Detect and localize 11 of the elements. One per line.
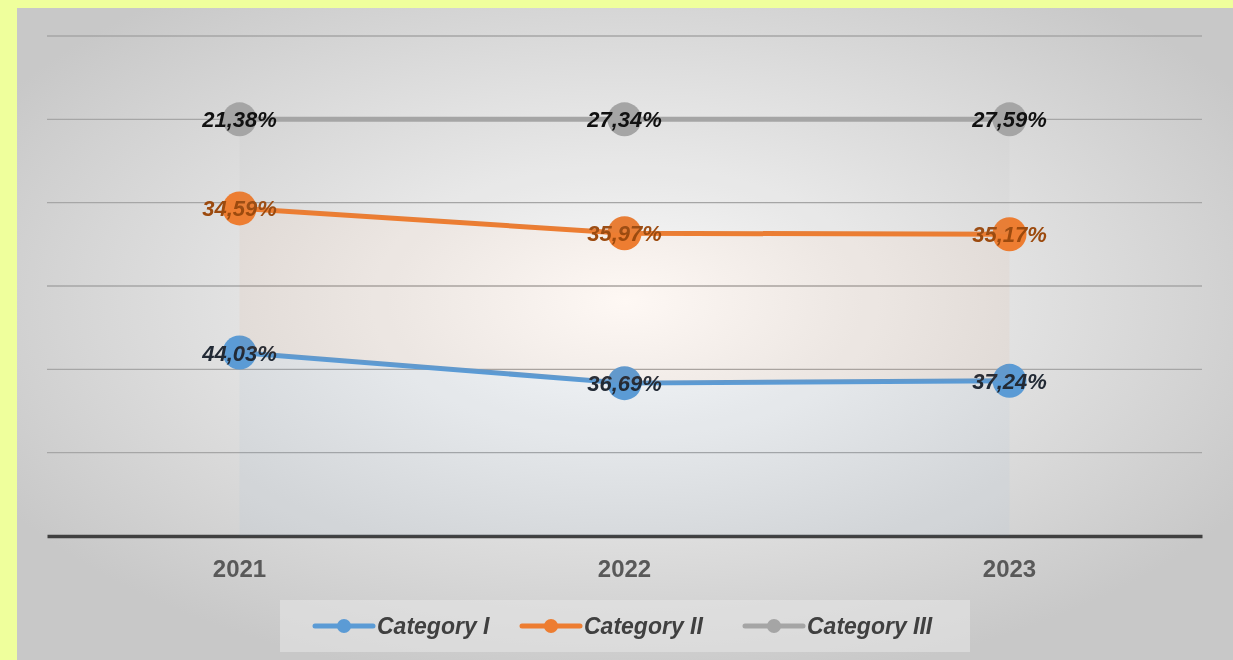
data-label: 27,34%	[586, 107, 662, 133]
x-tick-label: 2022	[597, 555, 652, 583]
legend-label: Category I	[377, 613, 491, 639]
x-tick-label: 2023	[982, 555, 1037, 583]
data-label: 27,59%	[971, 107, 1047, 133]
data-label: 36,69%	[587, 371, 662, 397]
legend-label: Category II	[584, 613, 704, 639]
data-label: 35,97%	[587, 221, 662, 247]
data-label: 21,38%	[201, 107, 277, 133]
x-tick-label: 2021	[212, 555, 267, 583]
legend-label: Category III	[807, 613, 933, 639]
